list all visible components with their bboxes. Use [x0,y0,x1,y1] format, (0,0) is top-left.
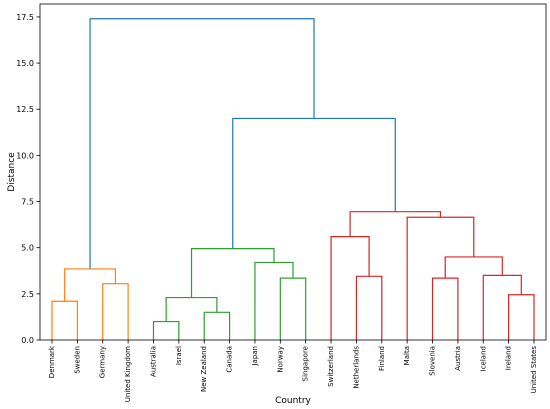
x-axis-label: Country [275,396,311,406]
y-tick-label: 10.0 [16,151,34,160]
y-tick-label: 15.0 [16,59,34,68]
dendrogram-link [508,294,535,340]
dendrogram-link [406,216,475,340]
y-tick-label: 7.5 [21,198,34,207]
dendrogram-link [64,268,117,302]
dendrogram-link [279,277,307,340]
dendrogram-link [232,117,396,249]
y-tick-label: 0.0 [21,336,34,345]
leaf-label: Singapore [302,346,310,381]
plot-frame [39,3,547,341]
leaf-label: Finland [378,346,386,371]
y-tick-label: 2.5 [21,290,34,299]
leaf-label: Canada [226,346,234,373]
leaf-label: United Kingdom [124,346,132,402]
dendrogram-link [51,300,78,340]
leaf-label: Switzerland [327,346,335,387]
leaf-label: United States [530,346,538,394]
leaf-label: New Zealand [200,346,208,392]
leaf-label: Ireland [505,346,513,370]
y-tick-label: 5.0 [21,244,34,253]
dendrogram-link [355,275,383,340]
y-tick-label: 17.5 [16,13,34,22]
dendrogram-link [349,211,442,237]
leaf-label: Sweden [73,346,81,374]
leaf-label: Norway [276,346,284,373]
leaf-label: Australia [149,346,157,377]
dendrogram-link [102,283,129,340]
dendrogram-link [89,18,315,269]
leaf-label: Germany [99,346,107,378]
leaf-label: Iceland [479,346,487,371]
dendrogram-links [51,18,535,340]
y-axis-label: Distance [7,152,17,192]
dendrogram-link [431,277,459,340]
leaf-label: Netherlands [352,346,360,389]
dendrogram-link [330,236,370,340]
leaf-label: Japan [251,346,259,367]
leaf-label: Malta [403,346,411,365]
dendrogram-link [165,296,218,322]
dendrogram-link [190,248,275,298]
dendrogram-link [152,320,180,340]
leaf-label: Denmark [48,345,56,378]
dendrogram-link [482,274,522,340]
y-tick-label: 12.5 [16,105,34,114]
dendrogram-link [254,261,294,340]
leaf-label: Austria [454,346,462,371]
leaf-label: Israel [175,346,183,365]
x-axis: Denmark Sweden Germany United Kingdom Austra… [48,340,538,402]
leaf-label: Slovenia [429,346,437,376]
dendrogram-link [203,311,231,340]
y-axis: 0.0 2.5 5.0 7.5 10.0 12.5 15.0 17.5 [16,13,40,345]
